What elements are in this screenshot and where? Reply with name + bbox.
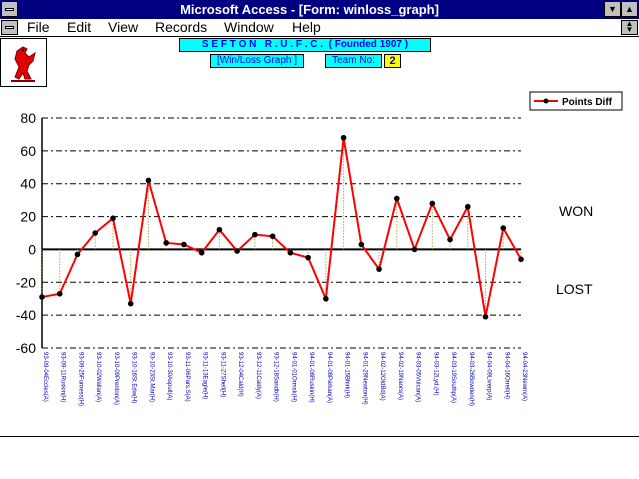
x-tick-label: 93-11-27Shell(H)	[219, 352, 225, 397]
lost-label: LOST	[556, 281, 593, 297]
y-tick-label: 80	[20, 110, 36, 126]
y-tick-label: -20	[16, 274, 36, 290]
club-logo	[0, 38, 47, 87]
data-point	[482, 313, 489, 320]
system-menu-button[interactable]	[1, 1, 18, 17]
x-tick-label: 93-09-25Furness(H)	[77, 352, 83, 406]
x-tick-label: 94-01-08Parkan(A)	[326, 352, 332, 403]
x-tick-label: 93-12-11Caldy(A)	[255, 352, 261, 399]
graph-title-label: [Win/Loss Graph ]	[210, 54, 304, 68]
status-divider	[0, 436, 639, 437]
menu-records[interactable]: Records	[155, 19, 208, 35]
data-point	[74, 251, 81, 258]
x-tick-label: 94-04-09Liverp(A)	[486, 352, 492, 400]
data-point	[145, 177, 152, 184]
data-point	[500, 225, 507, 231]
menu-bar: File Edit View Records Window Help ▲ ▼	[0, 19, 639, 37]
data-point	[234, 248, 240, 254]
data-point	[358, 241, 365, 248]
x-tick-label: 94-01-15Bhirk(H)	[344, 352, 350, 398]
legend-entry-points-diff: Points Diff	[562, 97, 613, 108]
menu-edit[interactable]: Edit	[67, 19, 92, 35]
data-point	[323, 295, 329, 302]
triangle-up-icon: ▲	[625, 4, 634, 14]
x-tick-label: 93-10-16St.Edw(H)	[131, 352, 137, 403]
x-tick-label: 94-02-12OldBd(A)	[379, 352, 385, 401]
data-point	[252, 231, 258, 238]
data-point	[92, 230, 99, 236]
minimize-button[interactable]: ▼	[604, 1, 621, 17]
data-point	[269, 233, 276, 240]
data-point	[447, 236, 453, 243]
data-point	[376, 266, 382, 272]
x-tick-label: 93-11-06Pars.S(A)	[184, 352, 190, 402]
y-tick-label: 60	[20, 143, 36, 159]
window-title: Microsoft Access - [Form: winloss_graph]	[180, 2, 439, 17]
x-tick-label: 93-10-30Aspull(A)	[166, 352, 172, 400]
restore-button[interactable]: ▲ ▼	[621, 20, 638, 35]
menu-file[interactable]: File	[27, 19, 50, 35]
data-point	[305, 254, 311, 261]
data-point	[518, 256, 524, 263]
restore-arrows-icon: ▲ ▼	[625, 19, 634, 34]
x-tick-label: 94-04-23Newm(A)	[521, 352, 527, 401]
team-no-label: Team No:	[325, 54, 382, 68]
x-tick-label: 94-01-01Ormsk(H)	[290, 352, 296, 402]
series-line	[41, 137, 522, 317]
club-name-banner: S E F T O N R . U . F . C . ( Founded 19…	[179, 38, 431, 52]
x-tick-label: 93-12-18Sandb(H)	[273, 352, 279, 402]
x-tick-label: 94-03-12Lyd.(H)	[432, 352, 438, 395]
data-point	[464, 203, 471, 210]
data-point	[110, 215, 116, 222]
liver-bird-logo-icon	[11, 46, 36, 82]
y-tick-label: -60	[16, 340, 36, 356]
y-tick-label: 20	[20, 209, 36, 225]
data-point	[127, 300, 134, 307]
menu-window[interactable]: Window	[224, 19, 274, 35]
x-tick-label: 93-09-04Eccles(A)	[42, 352, 48, 402]
x-tick-label: 93-12-04Cald(H)	[237, 352, 243, 397]
menu-help[interactable]: Help	[292, 19, 321, 35]
y-tick-label: -40	[16, 307, 36, 323]
won-label: WON	[559, 203, 594, 219]
data-point	[198, 249, 205, 256]
y-tick-label: 40	[20, 176, 36, 192]
triangle-down-icon: ▼	[608, 4, 617, 14]
document-system-menu-button[interactable]	[1, 20, 18, 35]
x-tick-label: 93-10-09Prenton(A)	[113, 352, 119, 405]
x-tick-label: 93-10-23St.Mar(H)	[148, 352, 154, 402]
x-tick-label: 93-11-13Eagle(H)	[202, 352, 208, 399]
y-tick-label: 0	[28, 241, 36, 257]
winloss-chart: 80 60 40 20 0 -20 -40 -60 93-09-04Eccles(A) 93-0…	[16, 91, 623, 406]
x-tick-label: 94-03-19Southp(A)	[450, 352, 456, 403]
data-point	[429, 200, 436, 207]
data-point	[56, 290, 63, 297]
x-tick-label: 94-02-19Naors(A)	[397, 352, 403, 400]
data-point	[39, 294, 45, 300]
data-point	[181, 241, 187, 248]
data-point	[340, 134, 347, 141]
x-tick-label: 94-04-16Orrell(H)	[503, 352, 509, 399]
title-bar: Microsoft Access - [Form: winloss_graph]…	[0, 0, 639, 19]
data-point	[394, 195, 400, 202]
chart-legend: Points Diff	[529, 91, 623, 111]
menu-view[interactable]: View	[108, 19, 139, 35]
maximize-button[interactable]: ▲	[621, 1, 638, 17]
data-point	[216, 226, 223, 233]
x-tick-label: 93-10-02Wallan(A)	[95, 352, 101, 402]
data-point	[411, 246, 418, 253]
x-tick-label: 94-03-26Bowden(H)	[468, 352, 474, 406]
team-no-field[interactable]: 2	[384, 54, 401, 68]
x-tick-label: 94-01-08Ruskin(H)	[308, 352, 314, 403]
x-tick-label: 94-03-05Vulcan(A)	[415, 352, 421, 402]
data-point	[287, 249, 294, 256]
x-tick-label: 93-09-11Ruskin(H)	[60, 352, 66, 402]
x-tick-label: 94-01-29Newton(H)	[361, 352, 367, 405]
data-point	[163, 240, 169, 246]
